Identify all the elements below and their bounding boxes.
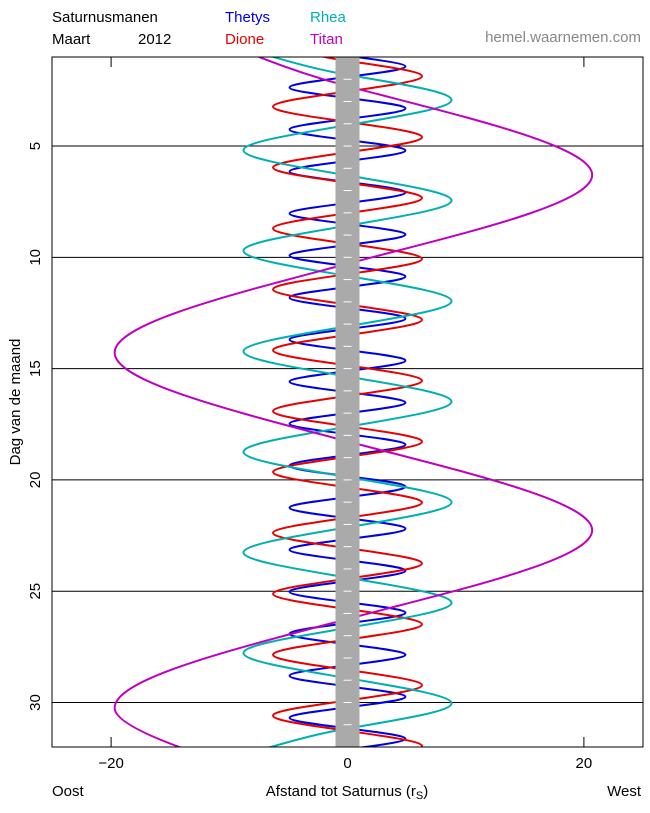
left-label: Oost: [52, 783, 85, 800]
x-label-sub: S: [416, 790, 423, 802]
month: Maart: [52, 31, 91, 48]
x-tick-label: 0: [343, 755, 351, 772]
chart-title: Saturnusmanen: [52, 9, 158, 26]
moon-line: [113, 57, 594, 747]
source: hemel.waarnemen.com: [485, 29, 641, 46]
plot-frame: [51, 56, 644, 748]
x-tick-label: 20: [576, 755, 593, 772]
y-tick-label: 30: [27, 694, 44, 711]
legend-entry: Dione: [225, 31, 264, 48]
y-tick-label: 5: [27, 142, 44, 150]
legend-entry: Titan: [310, 31, 343, 48]
legend-entry: Rhea: [310, 9, 347, 26]
y-axis-label: Dag van de maand: [7, 339, 24, 466]
saturn-band: [335, 57, 360, 747]
x-label-part: ): [423, 783, 428, 800]
right-label: West: [607, 783, 642, 800]
y-tick-label: 20: [27, 472, 44, 489]
y-tick-label: 25: [27, 583, 44, 600]
moon-line: [242, 57, 453, 747]
y-tick-label: 15: [27, 360, 44, 377]
x-label-part: Afstand tot Saturnus (r: [266, 783, 416, 800]
y-tick-label: 10: [27, 249, 44, 266]
year: 2012: [138, 31, 171, 48]
x-axis-label: Afstand tot Saturnus (rS): [266, 783, 428, 802]
legend-entry: Thetys: [225, 9, 270, 26]
x-tick-label: −20: [98, 755, 123, 772]
